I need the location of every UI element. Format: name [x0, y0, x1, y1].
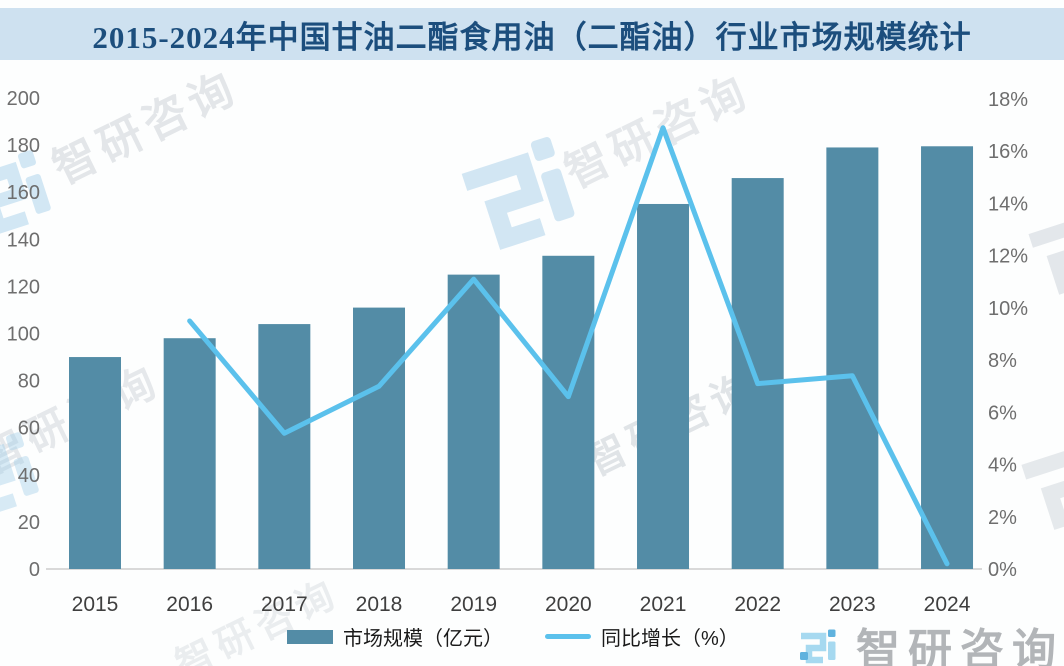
- x-axis-label-2016: 2016: [166, 593, 213, 616]
- bar-2019: [447, 274, 500, 569]
- left-axis-tick-40: 40: [18, 465, 40, 487]
- x-axis-label-2022: 2022: [734, 593, 781, 616]
- page-title: 2015-2024年中国甘油二酯食用油（二酯油）行业市场规模统计: [92, 19, 972, 55]
- title-banner: 2015-2024年中国甘油二酯食用油（二酯油）行业市场规模统计: [0, 8, 1064, 60]
- x-axis-label-2023: 2023: [829, 593, 876, 616]
- bar-2015: [69, 357, 121, 569]
- bar-2022: [731, 178, 784, 569]
- bar-2023: [826, 147, 879, 569]
- legend-item-market-size: 市场规模（亿元）: [287, 622, 503, 651]
- brand-logo-icon: [800, 629, 836, 664]
- left-axis-tick-180: 180: [7, 135, 40, 157]
- brand-logo: 智研咨询: [790, 614, 1064, 666]
- bar-2021: [637, 203, 690, 569]
- right-axis-tick-4%: 4%: [988, 455, 1017, 477]
- left-axis-tick-0: 0: [29, 559, 40, 581]
- left-axis-tick-120: 120: [7, 276, 40, 298]
- growth-line: [187, 125, 950, 567]
- bar-2020: [542, 255, 595, 569]
- bar-2018: [353, 307, 406, 569]
- x-axis-label-2020: 2020: [545, 593, 592, 616]
- left-axis-tick-200: 200: [7, 88, 40, 110]
- right-axis-tick-6%: 6%: [988, 402, 1017, 424]
- left-axis-tick-160: 160: [7, 182, 40, 204]
- left-axis-tick-140: 140: [7, 229, 40, 251]
- line-series-swatch-icon: [545, 634, 591, 639]
- bar-2024: [921, 146, 974, 569]
- right-axis-tick-2%: 2%: [988, 507, 1017, 529]
- right-axis-tick-0%: 0%: [988, 559, 1017, 581]
- legend-item-growth: 同比增长（%）: [545, 622, 739, 651]
- x-axis-label-2024: 2024: [924, 593, 971, 616]
- x-axis-label-2019: 2019: [450, 593, 497, 616]
- bar-2016: [163, 338, 216, 569]
- bar-2017: [258, 324, 311, 569]
- x-axis-label-2017: 2017: [261, 593, 308, 616]
- left-axis-tick-80: 80: [18, 371, 40, 393]
- left-axis-tick-60: 60: [18, 418, 40, 440]
- brand-logo-text: 智研咨询: [856, 626, 1064, 666]
- left-axis-tick-100: 100: [7, 324, 40, 346]
- right-axis-tick-18%: 18%: [988, 89, 1028, 111]
- right-axis-tick-8%: 8%: [988, 350, 1017, 372]
- left-axis-tick-20: 20: [18, 512, 40, 534]
- right-axis-tick-16%: 16%: [988, 141, 1028, 163]
- legend-label-growth: 同比增长（%）: [601, 628, 739, 650]
- x-axis-label-2018: 2018: [356, 593, 403, 616]
- right-axis-tick-14%: 14%: [988, 193, 1028, 215]
- x-axis-label-2021: 2021: [640, 593, 687, 616]
- legend-label-market-size: 市场规模（亿元）: [343, 628, 503, 650]
- right-axis-tick-10%: 10%: [988, 298, 1028, 320]
- bar-series-swatch-icon: [287, 629, 333, 644]
- right-axis-tick-12%: 12%: [988, 246, 1028, 268]
- chart-legend: 市场规模（亿元） 同比增长（%）: [287, 622, 739, 651]
- x-axis-label-2015: 2015: [72, 593, 119, 616]
